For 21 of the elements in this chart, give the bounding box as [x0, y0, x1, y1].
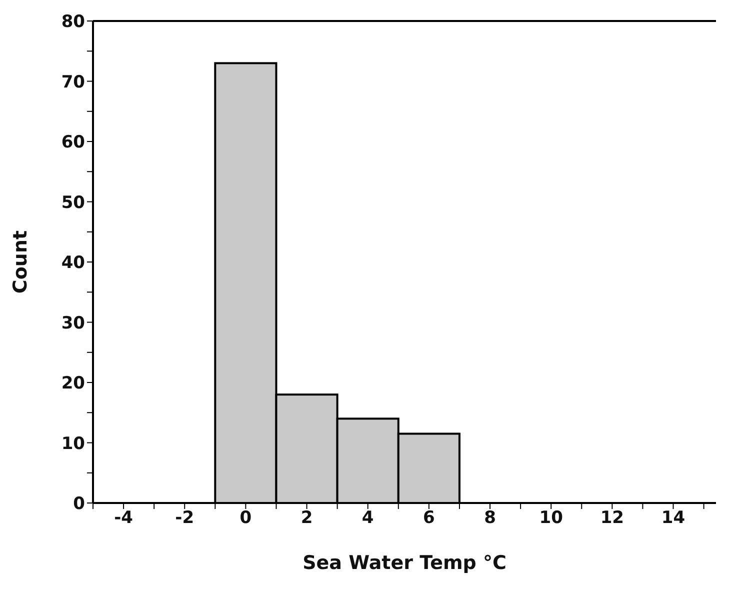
y-tick-label: 30	[61, 313, 86, 334]
y-tick-label: 80	[61, 12, 86, 32]
x-tick-label: 8	[484, 508, 496, 528]
x-tick-label: 14	[661, 508, 686, 528]
x-tick-label: -4	[114, 508, 134, 528]
y-tick-label: 20	[61, 374, 86, 394]
y-tick-label: 60	[61, 132, 86, 153]
x-tick-label: -2	[175, 508, 194, 528]
y-axis-title: Count	[10, 230, 32, 294]
x-tick-label: 6	[423, 508, 435, 528]
x-tick-label: 4	[362, 508, 374, 528]
x-tick-label: 2	[300, 508, 313, 528]
y-tick-label: 50	[61, 192, 86, 213]
x-tick-label: 12	[600, 508, 624, 528]
y-tick-label: 40	[61, 253, 86, 274]
x-axis-title: Sea Water Temp °C	[302, 552, 506, 574]
x-tick-label: 10	[539, 508, 564, 528]
x-tick-label: 0	[240, 508, 252, 528]
y-tick-label: 10	[61, 434, 86, 454]
y-tick-label: 0	[73, 494, 86, 514]
y-tick-label: 70	[61, 72, 86, 92]
